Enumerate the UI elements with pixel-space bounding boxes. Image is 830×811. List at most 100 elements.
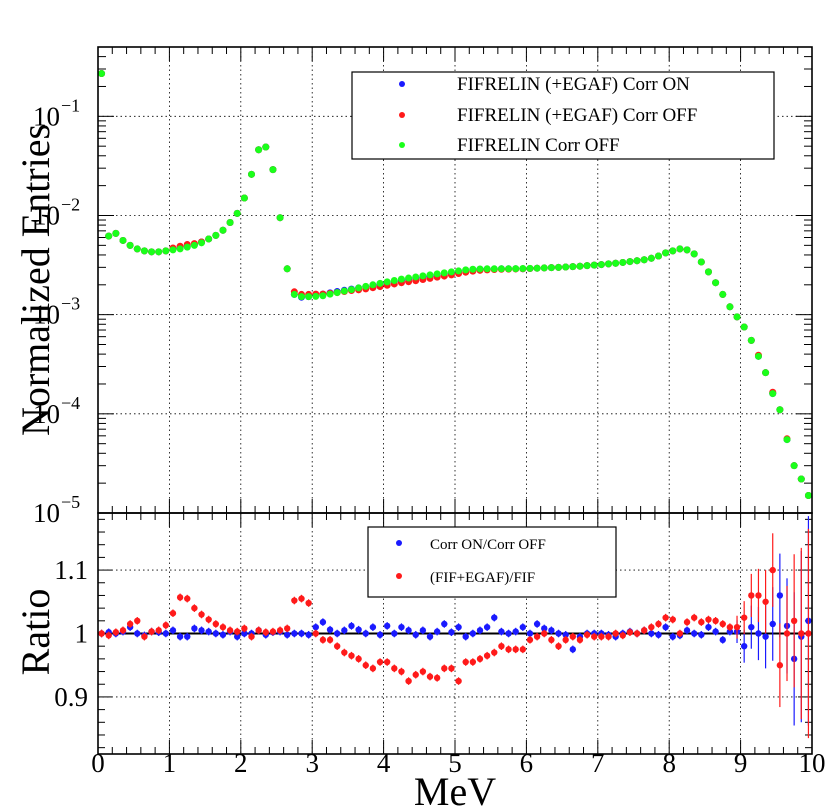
data-point bbox=[269, 166, 277, 174]
ratio-point bbox=[548, 627, 555, 634]
data-point bbox=[105, 232, 113, 240]
data-point bbox=[719, 290, 727, 298]
ratio-point bbox=[483, 652, 491, 659]
ratio-point bbox=[326, 636, 334, 644]
ratio-point bbox=[541, 625, 548, 632]
ratio-point bbox=[191, 604, 198, 612]
data-point bbox=[190, 241, 198, 249]
ratio-point bbox=[662, 614, 669, 621]
ratio-point bbox=[683, 618, 691, 626]
data-point bbox=[226, 218, 234, 226]
ratio-point bbox=[541, 630, 548, 637]
legend-marker-corr-off bbox=[399, 112, 405, 118]
bottom-y-tick-label: 1.1 bbox=[54, 555, 88, 585]
ratio-point bbox=[712, 628, 719, 635]
legend-marker-ratio-corr bbox=[396, 540, 402, 546]
ratio-point bbox=[341, 649, 348, 656]
ratio-point bbox=[755, 592, 762, 599]
data-point bbox=[462, 266, 470, 274]
ratio-point bbox=[648, 630, 655, 637]
top-y-tick-label: 10 −2 bbox=[33, 194, 80, 230]
data-point bbox=[747, 336, 755, 344]
ratio-point bbox=[719, 636, 726, 644]
ratio-point bbox=[519, 623, 527, 631]
data-point bbox=[612, 259, 620, 267]
data-point bbox=[583, 262, 591, 270]
ratio-point bbox=[505, 646, 512, 653]
data-point bbox=[183, 243, 191, 251]
x-tick-label: 2 bbox=[234, 748, 248, 778]
tick-exponent: −1 bbox=[61, 95, 80, 115]
ratio-point bbox=[612, 630, 619, 637]
ratio-point bbox=[369, 623, 377, 631]
data-point bbox=[726, 303, 734, 311]
ratio-point bbox=[169, 610, 177, 617]
data-point bbox=[704, 268, 712, 276]
data-point bbox=[497, 265, 505, 273]
tick-mantissa: 10 bbox=[33, 300, 60, 330]
data-point bbox=[219, 226, 227, 234]
ratio-point bbox=[605, 633, 612, 640]
ratio-point bbox=[476, 655, 484, 663]
ratio-point bbox=[369, 665, 377, 672]
data-point bbox=[669, 247, 677, 255]
ratio-point bbox=[119, 627, 127, 634]
bottom-y-tick-label: 0.9 bbox=[54, 682, 88, 712]
ratio-point bbox=[555, 642, 562, 650]
ratio-point bbox=[226, 627, 234, 634]
ratio-point bbox=[112, 629, 120, 636]
ratio-point bbox=[769, 566, 776, 574]
ratio-point bbox=[733, 623, 741, 631]
data-point bbox=[133, 245, 141, 253]
x-tick-label: 7 bbox=[591, 748, 605, 778]
data-point bbox=[469, 265, 477, 273]
ratio-point bbox=[241, 630, 248, 637]
legend-label-ratio-egaf: (FIF+EGAF)/FIF bbox=[430, 570, 535, 586]
ratio-point bbox=[362, 630, 369, 637]
tick-exponent: −4 bbox=[61, 393, 80, 413]
ratio-point bbox=[176, 594, 184, 601]
ratio-point bbox=[412, 631, 419, 638]
ratio-point bbox=[333, 630, 341, 637]
ratio-point bbox=[376, 631, 384, 638]
ratio-point bbox=[555, 630, 562, 637]
top-y-tick-label: 10 −3 bbox=[33, 294, 80, 330]
ratio-point bbox=[348, 622, 355, 630]
ratio-point bbox=[341, 627, 348, 634]
data-point bbox=[540, 264, 548, 272]
ratio-point bbox=[155, 627, 162, 634]
x-tick-label: 9 bbox=[734, 748, 748, 778]
data-point bbox=[483, 265, 491, 273]
ratio-point bbox=[669, 616, 676, 623]
data-point bbox=[562, 263, 570, 271]
ratio-point bbox=[633, 630, 641, 637]
ratio-point bbox=[690, 614, 698, 621]
data-point bbox=[112, 229, 120, 237]
ratio-point bbox=[391, 665, 398, 672]
data-point bbox=[176, 245, 184, 253]
ratio-point bbox=[312, 623, 319, 631]
data-point bbox=[205, 235, 213, 243]
ratio-point bbox=[533, 633, 541, 640]
ratio-point bbox=[405, 677, 412, 685]
ratio-point bbox=[448, 629, 455, 636]
ratio-point bbox=[419, 627, 427, 634]
ratio-point bbox=[462, 658, 469, 666]
ratio-point bbox=[583, 631, 591, 638]
ratio-point bbox=[441, 665, 448, 672]
data-point bbox=[262, 143, 270, 151]
ratio-point bbox=[491, 614, 498, 621]
ratio-point bbox=[483, 623, 491, 631]
ratio-point bbox=[455, 677, 462, 685]
data-point bbox=[619, 258, 627, 266]
ratio-point bbox=[191, 625, 198, 632]
bottom-legend: Corr ON/Corr OFF (FIF+EGAF)/FIF bbox=[367, 526, 617, 598]
series-2 bbox=[98, 70, 812, 500]
data-point bbox=[654, 252, 662, 260]
data-point bbox=[597, 261, 605, 269]
data-point bbox=[640, 256, 648, 264]
ratio-point bbox=[705, 623, 712, 631]
ratio-point bbox=[740, 614, 748, 621]
data-point bbox=[569, 263, 577, 271]
ratio-point bbox=[219, 631, 227, 638]
